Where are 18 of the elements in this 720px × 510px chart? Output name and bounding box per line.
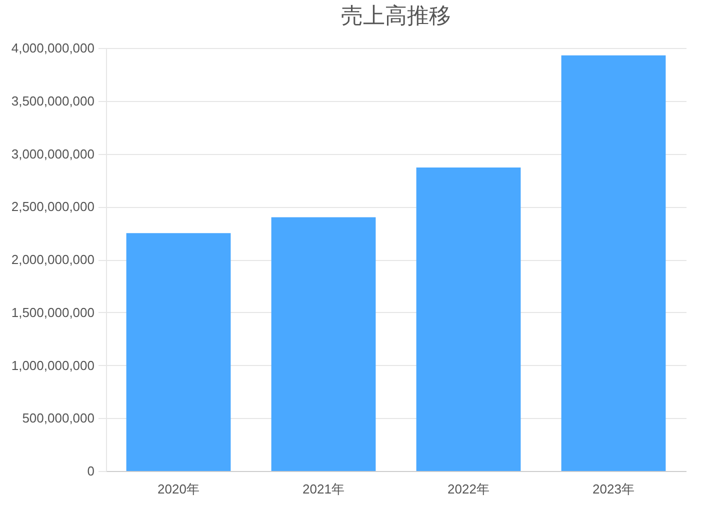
bar xyxy=(561,55,666,471)
bar xyxy=(271,217,376,471)
chart-title: 売上高推移 xyxy=(341,3,451,28)
y-tick-label: 1,000,000,000 xyxy=(11,358,94,373)
y-tick-label: 3,000,000,000 xyxy=(11,146,94,162)
x-tick-label: 2022年 xyxy=(448,482,490,496)
y-tick-label: 2,000,000,000 xyxy=(11,252,94,267)
y-tick-label: 4,000,000,000 xyxy=(11,40,94,56)
bar xyxy=(126,233,231,471)
y-tick-label: 1,500,000,000 xyxy=(11,304,94,320)
x-tick-label: 2023年 xyxy=(592,482,634,496)
bar xyxy=(416,168,521,471)
y-tick-label: 500,000,000 xyxy=(22,410,94,426)
y-tick-label: 0 xyxy=(87,464,94,478)
x-tick-label: 2020年 xyxy=(158,482,200,496)
y-tick-label: 3,500,000,000 xyxy=(11,93,94,108)
y-tick-label: 2,500,000,000 xyxy=(11,199,94,214)
x-tick-label: 2021年 xyxy=(302,482,344,496)
